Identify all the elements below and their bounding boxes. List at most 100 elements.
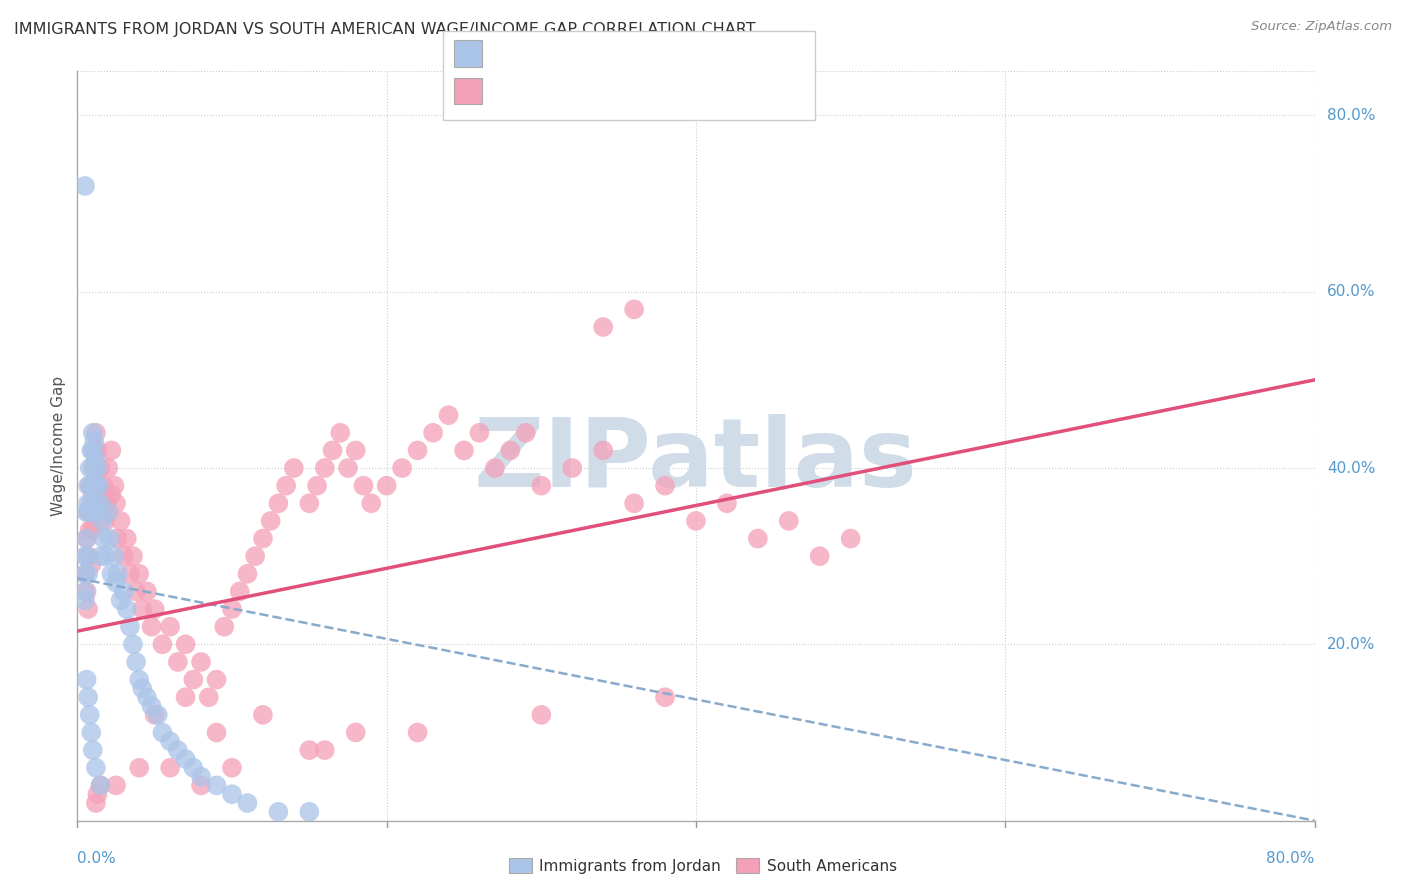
Point (79, 461, 101, 475)
Point (314, 461, 336, 475)
Point (122, 637, 145, 651)
Point (75, 566, 96, 581)
Point (82, 523, 104, 537)
Point (128, 761, 150, 775)
Point (80, 496, 103, 510)
Point (174, 752, 197, 766)
Point (84, 796, 107, 810)
Point (90, 778, 111, 792)
Point (80, 558, 103, 572)
Point (96, 496, 118, 510)
Point (118, 566, 141, 581)
Point (198, 690, 221, 705)
Point (86, 505, 108, 519)
Point (747, 532, 769, 546)
Point (685, 514, 707, 528)
Point (167, 743, 190, 757)
Point (143, 602, 166, 616)
Point (77, 602, 100, 616)
Point (406, 725, 429, 739)
Point (125, 655, 148, 669)
Point (97, 461, 120, 475)
Point (77, 496, 100, 510)
Point (314, 743, 336, 757)
Point (260, 514, 283, 528)
Point (82, 443, 104, 458)
Point (82, 461, 104, 475)
Point (115, 602, 138, 616)
Point (252, 707, 274, 722)
Point (561, 461, 583, 475)
Point (91, 514, 114, 528)
Point (103, 478, 125, 492)
Text: 80.0%: 80.0% (1327, 108, 1375, 123)
Point (97, 505, 120, 519)
Point (344, 443, 367, 458)
Point (468, 425, 491, 440)
Point (82, 743, 104, 757)
Point (190, 655, 212, 669)
Point (77, 690, 100, 705)
Point (128, 566, 150, 581)
Point (267, 496, 290, 510)
Point (83, 443, 105, 458)
Text: 80.0%: 80.0% (1267, 851, 1315, 865)
Point (110, 514, 132, 528)
Text: IMMIGRANTS FROM JORDAN VS SOUTH AMERICAN WAGE/INCOME GAP CORRELATION CHART: IMMIGRANTS FROM JORDAN VS SOUTH AMERICAN… (14, 22, 755, 37)
Point (307, 478, 329, 492)
Point (623, 302, 645, 317)
Point (90, 496, 111, 510)
Point (84, 478, 107, 492)
Text: R =  0.400   N = 110: R = 0.400 N = 110 (488, 82, 688, 100)
Point (76, 532, 98, 546)
Point (152, 725, 174, 739)
Text: 20.0%: 20.0% (1327, 637, 1375, 652)
Point (592, 320, 614, 334)
Point (141, 620, 163, 634)
Point (190, 778, 212, 792)
Point (112, 584, 135, 599)
Point (105, 496, 127, 510)
Text: 0.0%: 0.0% (77, 851, 117, 865)
Point (298, 805, 321, 819)
Point (453, 443, 475, 458)
Point (174, 690, 197, 705)
Point (86, 787, 108, 801)
Point (808, 549, 831, 564)
Point (76, 549, 98, 564)
Point (87, 478, 110, 492)
Point (437, 408, 460, 422)
Point (105, 575, 127, 590)
Point (86, 461, 108, 475)
Point (530, 707, 553, 722)
Point (422, 425, 444, 440)
Point (75, 566, 96, 581)
Point (221, 602, 243, 616)
Point (90, 778, 111, 792)
Point (141, 699, 163, 714)
Point (110, 593, 132, 607)
Point (159, 620, 181, 634)
Point (322, 443, 344, 458)
Point (267, 805, 290, 819)
Point (75, 178, 96, 193)
Point (337, 461, 360, 475)
Text: ZIPatlas: ZIPatlas (474, 415, 918, 508)
Point (183, 673, 205, 687)
Point (352, 478, 374, 492)
Text: Source: ZipAtlas.com: Source: ZipAtlas.com (1251, 20, 1392, 33)
Point (236, 566, 259, 581)
Point (499, 443, 522, 458)
Point (515, 425, 537, 440)
Point (76, 673, 98, 687)
Point (128, 673, 150, 687)
Point (146, 707, 169, 722)
Point (100, 487, 122, 501)
Point (94, 549, 117, 564)
Point (107, 532, 129, 546)
Point (82, 425, 104, 440)
Point (82, 496, 104, 510)
Point (86, 443, 108, 458)
Point (90, 461, 111, 475)
Point (112, 549, 135, 564)
